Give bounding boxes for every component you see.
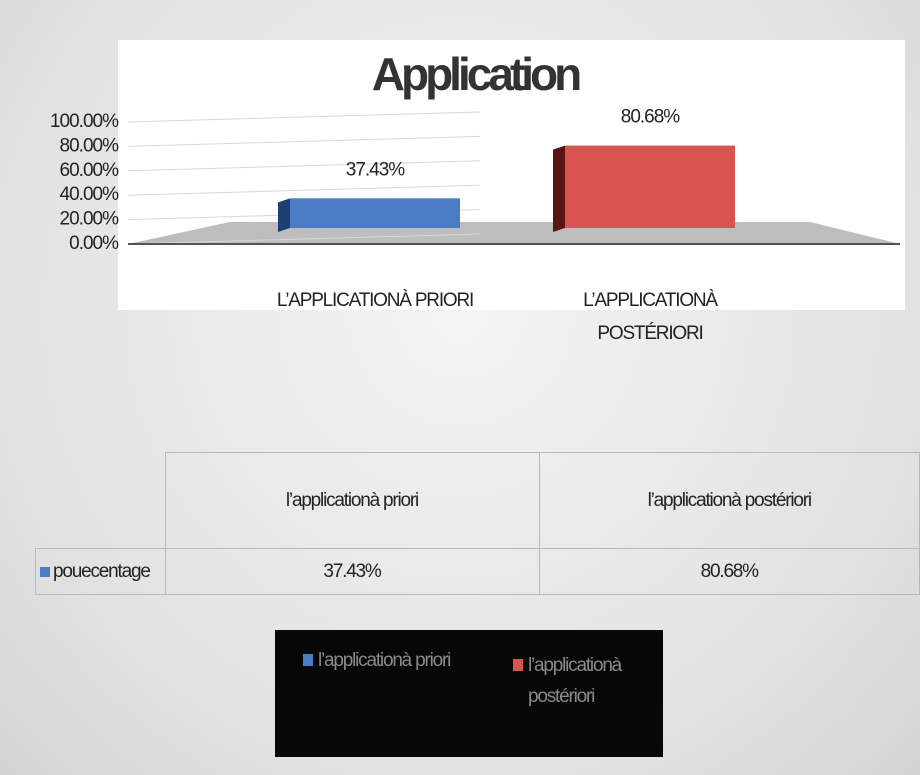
table-header: l’applicationà priori	[164, 452, 540, 549]
y-tick-label: 0.00%	[69, 233, 119, 254]
x-tick-label: L’APPLICATIONÀ PRIORI	[276, 290, 474, 311]
table-cell: 37.43%	[164, 548, 540, 595]
y-tick-label: 100.00%	[50, 111, 119, 132]
data-table: l’applicationà priori l’applicationà pos…	[35, 452, 920, 595]
table-cell: 80.68%	[538, 548, 920, 595]
legend-key	[40, 566, 50, 577]
y-tick-label: 20.00%	[60, 209, 120, 230]
value-label: 37.43%	[346, 159, 406, 180]
y-tick-label: 80.00%	[60, 135, 120, 156]
bar-side	[278, 198, 290, 232]
x-tick-label: L’APPLICATIONÀ POSTÉRIORI	[583, 290, 718, 344]
table-header: l’applicationà postériori	[538, 452, 920, 549]
grid-line	[127, 111, 481, 123]
table-header-text: l’applicationà postériori	[647, 489, 812, 511]
y-tick-label: 40.00%	[60, 184, 120, 205]
legend-item: l’applicationà postériori	[513, 650, 653, 712]
value-label: 80.68%	[621, 107, 681, 128]
table-row-label: pouecentage	[35, 548, 166, 595]
bar	[565, 145, 735, 228]
legend-swatch	[303, 654, 313, 666]
legend-swatch	[513, 659, 523, 671]
bar	[290, 198, 460, 228]
grid-line	[127, 160, 481, 172]
row-label-text: pouecentage	[53, 560, 151, 582]
grid-line	[127, 184, 481, 196]
bar-side	[553, 145, 565, 232]
grid-line	[127, 135, 481, 147]
legend: l’applicationà priori l’applicationà pos…	[275, 630, 663, 757]
legend-text: l’applicationà postériori	[528, 655, 622, 707]
y-tick-label: 60.00%	[60, 160, 120, 181]
chart-area	[118, 40, 905, 310]
legend-item: l’applicationà priori	[303, 650, 451, 672]
table-corner	[35, 452, 166, 549]
grid-line	[127, 233, 481, 245]
legend-text: l’applicationà priori	[318, 650, 451, 671]
chart-title: Application	[372, 48, 580, 100]
